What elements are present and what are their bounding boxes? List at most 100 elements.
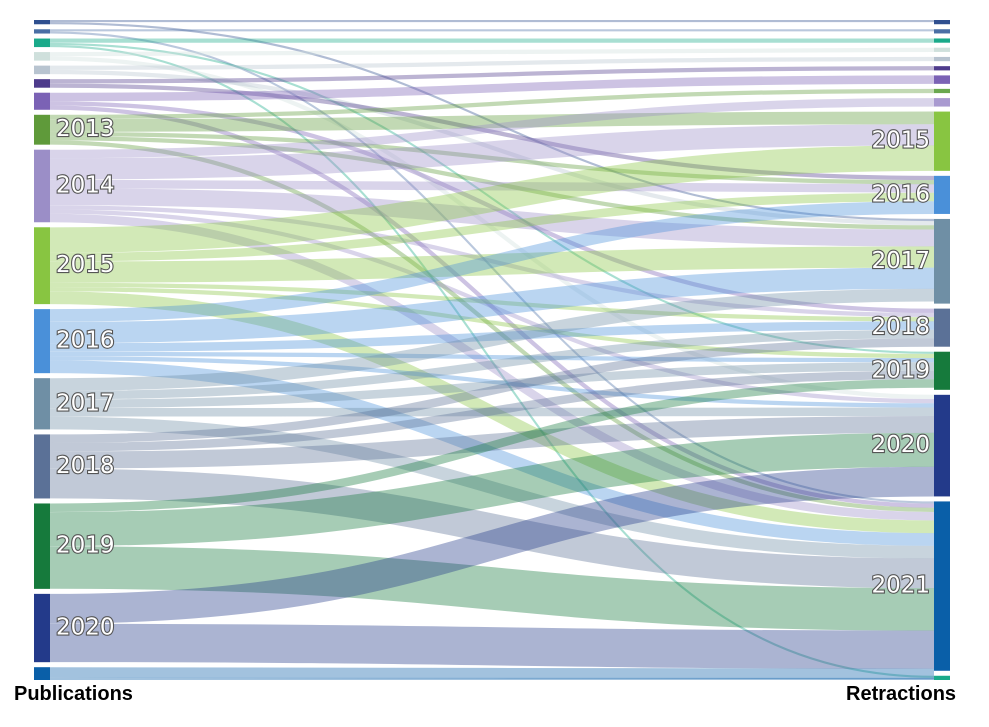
node-right-r2007 <box>934 20 950 25</box>
link-l2014-r2015 <box>49 124 935 180</box>
link-l2016-r2017 <box>49 267 935 344</box>
node-left-l2017 <box>34 378 50 430</box>
node-left-l2018 <box>34 434 50 499</box>
link-l2015-r2019 <box>49 287 935 359</box>
link-l2018-r2020 <box>49 415 935 469</box>
node-label-left-l2019: 2019 <box>56 533 115 559</box>
node-label-left-l2017: 2017 <box>56 390 115 416</box>
node-right-r2018 <box>934 308 950 347</box>
node-right-r2012b <box>934 75 950 84</box>
link-l2012-r2018 <box>49 101 935 313</box>
link-l2009-r2019 <box>49 42 935 354</box>
link-l2019-r2021 <box>49 546 935 631</box>
link-l2021-r2021 <box>49 667 935 680</box>
link-l2011-r2011 <box>49 56 935 70</box>
node-right-r2010 <box>934 47 950 52</box>
link-l2014-r2017 <box>49 188 935 247</box>
link-l2010-r2020 <box>49 56 935 400</box>
node-left-l2011 <box>34 65 50 75</box>
node-label-right-r2015: 2015 <box>871 128 930 154</box>
node-left-l2012 <box>34 92 50 110</box>
node-right-r2019 <box>934 351 950 390</box>
node-right-r2020 <box>934 394 950 497</box>
retractions-caption: Retractions <box>846 683 957 705</box>
link-l2013-r2021 <box>49 140 935 513</box>
node-right-r2022 <box>934 675 950 680</box>
link-l2014-r2016 <box>49 179 935 193</box>
link-l2018-r2018 <box>49 338 935 443</box>
node-left-l2008 <box>34 29 50 34</box>
node-label-left-l2015: 2015 <box>56 252 115 278</box>
link-l2015-r2016 <box>49 192 935 262</box>
node-left-l2014 <box>34 149 50 223</box>
link-l2016-r2019 <box>49 351 935 363</box>
link-l2016-r2021 <box>49 360 935 546</box>
link-l2018-r2019 <box>49 370 935 452</box>
node-left-l2016 <box>34 309 50 374</box>
link-l2014-r2012d <box>49 98 935 159</box>
node-label-right-r2016: 2016 <box>871 181 930 207</box>
node-right-r2011 <box>934 56 950 62</box>
node-label-left-l2013: 2013 <box>56 116 115 142</box>
node-right-r2021 <box>934 501 950 671</box>
node-left-l2012a <box>34 79 50 88</box>
node-right-r2015 <box>934 111 950 171</box>
link-l2017-r2017 <box>49 288 935 391</box>
links-layer <box>49 19 935 681</box>
link-l2020-r2020 <box>49 466 935 624</box>
node-left-l2019 <box>34 503 50 589</box>
publications-caption: Publications <box>14 683 133 705</box>
node-label-left-l2014: 2014 <box>56 172 115 198</box>
node-label-right-r2018: 2018 <box>871 314 930 340</box>
link-l2016-r2016 <box>49 201 935 322</box>
link-l2009-r2022 <box>49 44 935 678</box>
node-left-l2021 <box>34 667 50 680</box>
link-l2020-r2021 <box>49 623 935 669</box>
node-right-r2012c <box>934 88 950 94</box>
link-l2013-r2017 <box>49 136 935 230</box>
node-left-l2020 <box>34 593 50 663</box>
node-right-r2016 <box>934 175 950 214</box>
node-left-l2009 <box>34 38 50 48</box>
link-l2013-r2015 <box>49 111 935 132</box>
link-l2019-r2020 <box>49 432 935 547</box>
link-l2018-r2021 <box>49 468 935 589</box>
link-l2014-r2021 <box>49 213 935 521</box>
nodes-layer <box>34 20 950 680</box>
link-l2015-r2017 <box>49 246 935 283</box>
node-label-right-r2017: 2017 <box>871 248 930 274</box>
link-l2013-r2012c <box>49 88 935 120</box>
node-label-left-l2018: 2018 <box>56 453 115 479</box>
link-l2014-r2018 <box>49 205 935 318</box>
link-l2017-r2019 <box>49 362 935 409</box>
link-l2012a-r2016 <box>49 83 935 181</box>
node-label-left-l2020: 2020 <box>56 615 115 641</box>
node-left-l2007 <box>34 20 50 25</box>
node-right-r2017 <box>934 218 950 304</box>
link-l2017-r2018 <box>49 329 935 400</box>
link-l2012a-r2012a <box>49 66 935 84</box>
node-left-l2015 <box>34 227 50 305</box>
link-l2016-r2018 <box>49 321 935 352</box>
link-l2015-r2018 <box>49 282 935 322</box>
link-l2014-r2020 <box>49 209 935 404</box>
link-l2013-r2016 <box>49 131 935 185</box>
link-l2015-r2021 <box>49 291 935 534</box>
link-l2016-r2020 <box>49 356 935 408</box>
link-l2008-r2021 <box>49 31 935 504</box>
node-label-right-r2021: 2021 <box>871 573 930 599</box>
node-label-right-r2020: 2020 <box>871 432 930 458</box>
node-right-r2009 <box>934 38 950 43</box>
node-label-left-l2016: 2016 <box>56 328 115 354</box>
node-left-l2010 <box>34 52 50 61</box>
link-l2010-r2010 <box>49 47 935 57</box>
node-right-r2012a <box>934 66 950 71</box>
link-l2012-r2012b <box>49 75 935 102</box>
link-l2011-r2017 <box>49 69 935 226</box>
link-l2019-r2019 <box>49 379 935 512</box>
link-l2017-r2020 <box>49 407 935 417</box>
node-left-l2013 <box>34 114 50 145</box>
link-l2015-r2015 <box>49 145 935 253</box>
node-right-r2008 <box>934 29 950 34</box>
